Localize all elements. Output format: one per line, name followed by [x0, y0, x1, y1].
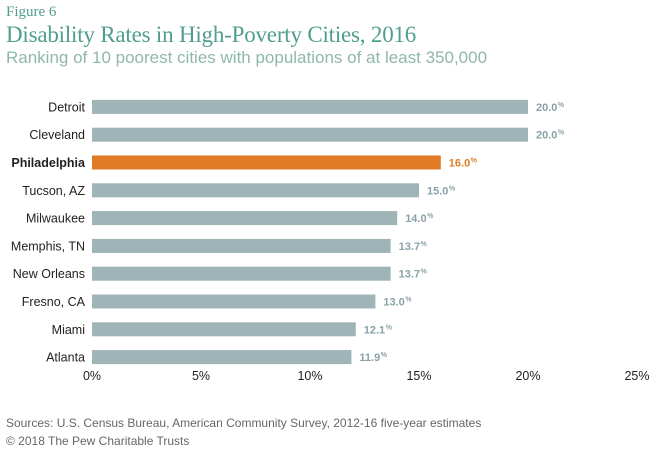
- bar: [92, 183, 419, 198]
- sources-note: Sources: U.S. Census Bureau, American Co…: [6, 416, 482, 430]
- value-suffix: %: [449, 185, 456, 192]
- value-label: 16.0: [449, 158, 470, 170]
- value-label: 14.0: [405, 213, 426, 225]
- bar: [92, 155, 441, 170]
- value-label: 13.7: [399, 269, 420, 281]
- bar: [92, 238, 391, 253]
- value-label: 20.0: [536, 102, 557, 114]
- bar: [92, 211, 398, 226]
- bar: [92, 350, 352, 365]
- value-suffix: %: [405, 297, 412, 304]
- bar: [92, 266, 391, 281]
- value-suffix: %: [558, 130, 565, 137]
- x-tick-label: 5%: [192, 369, 210, 383]
- x-tick-label: 25%: [624, 369, 649, 383]
- category-label: Miami: [52, 323, 85, 337]
- figure-label: Figure 6: [6, 4, 57, 20]
- value-suffix: %: [381, 352, 388, 359]
- x-tick-label: 20%: [515, 369, 540, 383]
- category-label: Philadelphia: [11, 156, 86, 170]
- value-suffix: %: [558, 102, 565, 109]
- x-tick-label: 15%: [406, 369, 431, 383]
- value-label: 13.7: [399, 241, 420, 253]
- value-label: 11.9: [359, 352, 380, 364]
- value-label: 13.0: [383, 297, 404, 309]
- value-suffix: %: [386, 324, 393, 331]
- x-tick-label: 10%: [297, 369, 322, 383]
- category-label: Memphis, TN: [11, 239, 85, 253]
- bar: [92, 99, 528, 114]
- value-label: 15.0: [427, 185, 448, 197]
- value-suffix: %: [427, 213, 434, 220]
- bar: [92, 127, 528, 142]
- chart-title: Disability Rates in High-Poverty Cities,…: [6, 22, 417, 47]
- value-label: 12.1: [364, 324, 385, 336]
- value-suffix: %: [421, 269, 428, 276]
- category-label: Cleveland: [29, 128, 85, 142]
- category-label: Fresno, CA: [22, 295, 86, 309]
- bar: [92, 294, 376, 309]
- value-suffix: %: [471, 158, 478, 165]
- value-label: 20.0: [536, 130, 557, 142]
- chart-subtitle: Ranking of 10 poorest cities with popula…: [6, 48, 488, 67]
- category-label: Detroit: [48, 100, 85, 114]
- bar: [92, 322, 356, 337]
- category-label: New Orleans: [13, 267, 85, 281]
- category-label: Tucson, AZ: [22, 184, 85, 198]
- copyright-note: © 2018 The Pew Charitable Trusts: [6, 434, 190, 448]
- value-suffix: %: [421, 241, 428, 248]
- category-label: Milwaukee: [26, 212, 85, 226]
- x-tick-label: 0%: [83, 369, 101, 383]
- category-label: Atlanta: [46, 351, 85, 365]
